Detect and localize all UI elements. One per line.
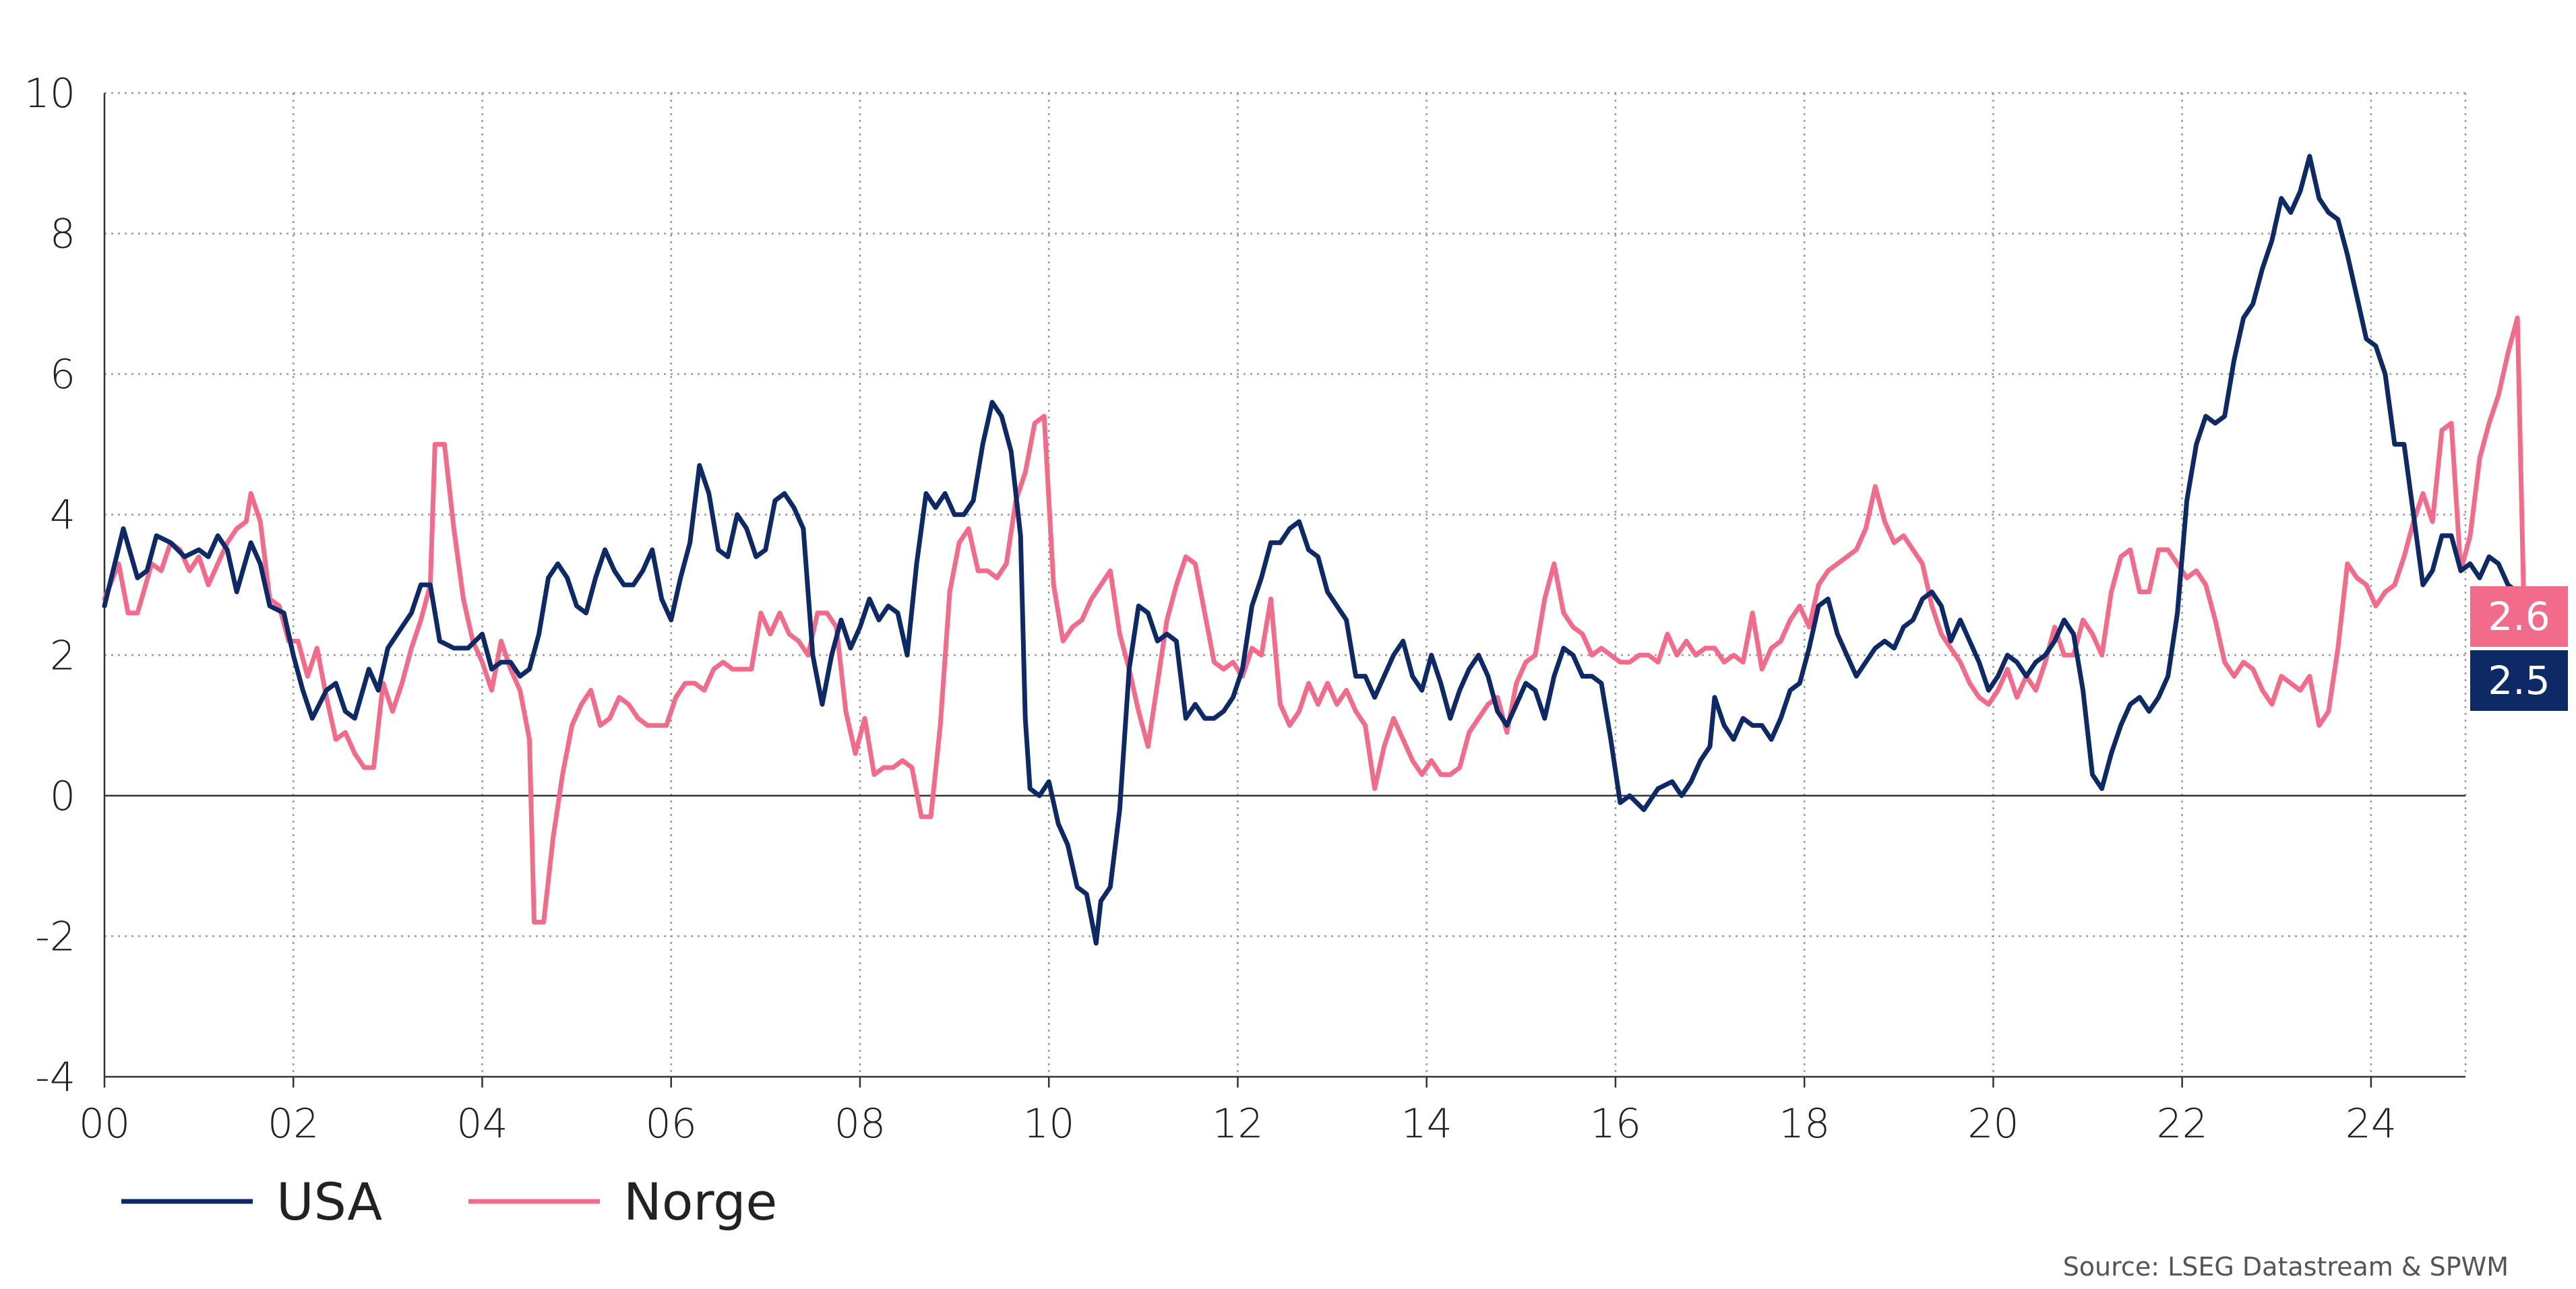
- end-label-box-norge: [2470, 586, 2568, 647]
- y-tick-label: 0: [50, 773, 75, 820]
- source-note: Source: LSEG Datastream & SPWM: [2063, 1252, 2509, 1282]
- x-tick-label: 00: [79, 1100, 130, 1147]
- x-tick-label: 24: [2345, 1100, 2397, 1147]
- end-label-norge: 2.6: [2488, 594, 2550, 639]
- y-tick-label: 10: [24, 70, 75, 117]
- y-tick-label: -4: [35, 1054, 75, 1101]
- x-tick-label: 02: [268, 1100, 319, 1147]
- end-value-labels: 2.62.5: [2470, 586, 2568, 711]
- legend-label-usa: USA: [276, 1172, 382, 1232]
- x-tick-label: 04: [456, 1100, 508, 1147]
- x-tick-label: 14: [1401, 1100, 1452, 1147]
- x-tick-label: 22: [2156, 1100, 2207, 1147]
- legend: USA Norge: [121, 1172, 777, 1232]
- y-tick-label: 6: [50, 351, 75, 398]
- grid-lines: [104, 92, 2467, 1077]
- end-label-box-usa: [2470, 650, 2568, 711]
- axes: [103, 93, 2465, 1088]
- series-line-usa: [102, 154, 2527, 946]
- series-lines: [102, 154, 2527, 946]
- y-tick-label: -2: [35, 913, 75, 960]
- x-tick-label: 18: [1779, 1100, 1830, 1147]
- x-tick-label: 16: [1590, 1100, 1641, 1147]
- x-tick-label: 06: [646, 1100, 697, 1147]
- end-label-usa: 2.5: [2488, 658, 2550, 703]
- series-line-norge: [102, 315, 2527, 925]
- x-tick-label: 10: [1023, 1100, 1074, 1147]
- y-tick-label: 4: [50, 492, 75, 539]
- y-tick-label: 2: [50, 632, 75, 679]
- x-tick-label: 12: [1212, 1100, 1263, 1147]
- x-tick-label: 20: [1967, 1100, 2019, 1147]
- y-tick-label: 8: [50, 211, 75, 258]
- x-tick-label: 08: [834, 1100, 886, 1147]
- legend-label-norge: Norge: [623, 1172, 777, 1232]
